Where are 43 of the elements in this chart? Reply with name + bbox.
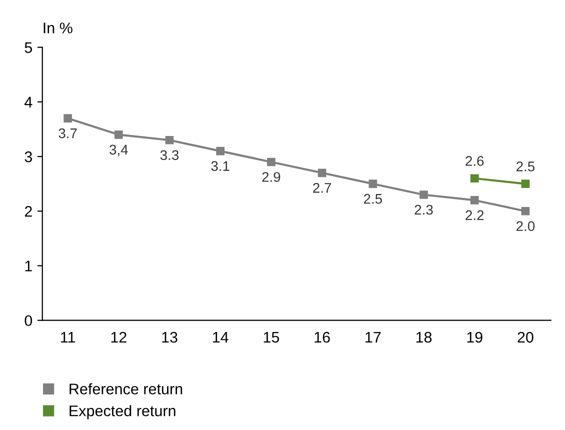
point — [318, 168, 326, 178]
y-tick-label: 5 — [24, 42, 32, 53]
x-tick-label: 14 — [213, 332, 228, 343]
x-tick-label: 19 — [467, 332, 482, 343]
legend-label: Expected return — [70, 405, 176, 420]
data-label: 2.5 — [364, 194, 382, 204]
point — [368, 180, 378, 188]
data-label: 2.9 — [262, 172, 280, 182]
data-label: 2.5 — [516, 162, 535, 172]
legend-label: Reference return — [70, 383, 182, 394]
data-label: 2.7 — [313, 182, 332, 193]
y-tick-label: 4 — [24, 96, 32, 108]
point — [420, 190, 428, 199]
x-tick-label: 11 — [61, 332, 75, 343]
data-label: 2.2 — [466, 210, 484, 220]
point — [216, 146, 225, 156]
y-axis-title: In % — [44, 22, 72, 34]
y-tick-label: 1 — [25, 260, 32, 272]
point — [64, 114, 72, 122]
data-label: 3,4 — [110, 144, 128, 156]
y-tick-label: 2 — [24, 206, 32, 217]
y-tick-label: 0 — [24, 315, 32, 326]
x-tick-label: 16 — [314, 332, 330, 343]
x-tick-label: 17 — [366, 332, 381, 343]
point — [521, 180, 530, 188]
point — [114, 130, 123, 139]
point — [470, 174, 479, 183]
data-label: 3.3 — [160, 150, 179, 160]
y-tick-label: 3 — [24, 151, 32, 162]
point — [521, 206, 530, 216]
point — [470, 196, 479, 204]
x-tick-label: 13 — [162, 332, 178, 343]
data-label: 3.1 — [211, 161, 230, 171]
data-label: 2.6 — [466, 156, 484, 166]
point — [267, 158, 276, 166]
x-tick-label: 15 — [264, 332, 280, 343]
data-label: 2.0 — [516, 221, 535, 232]
x-tick-label: 12 — [111, 332, 126, 343]
point — [165, 136, 174, 144]
data-label: 2.3 — [414, 204, 433, 215]
x-tick-label: 18 — [416, 332, 432, 343]
x-tick-label: 20 — [518, 332, 534, 343]
data-label: 3.7 — [58, 128, 77, 138]
